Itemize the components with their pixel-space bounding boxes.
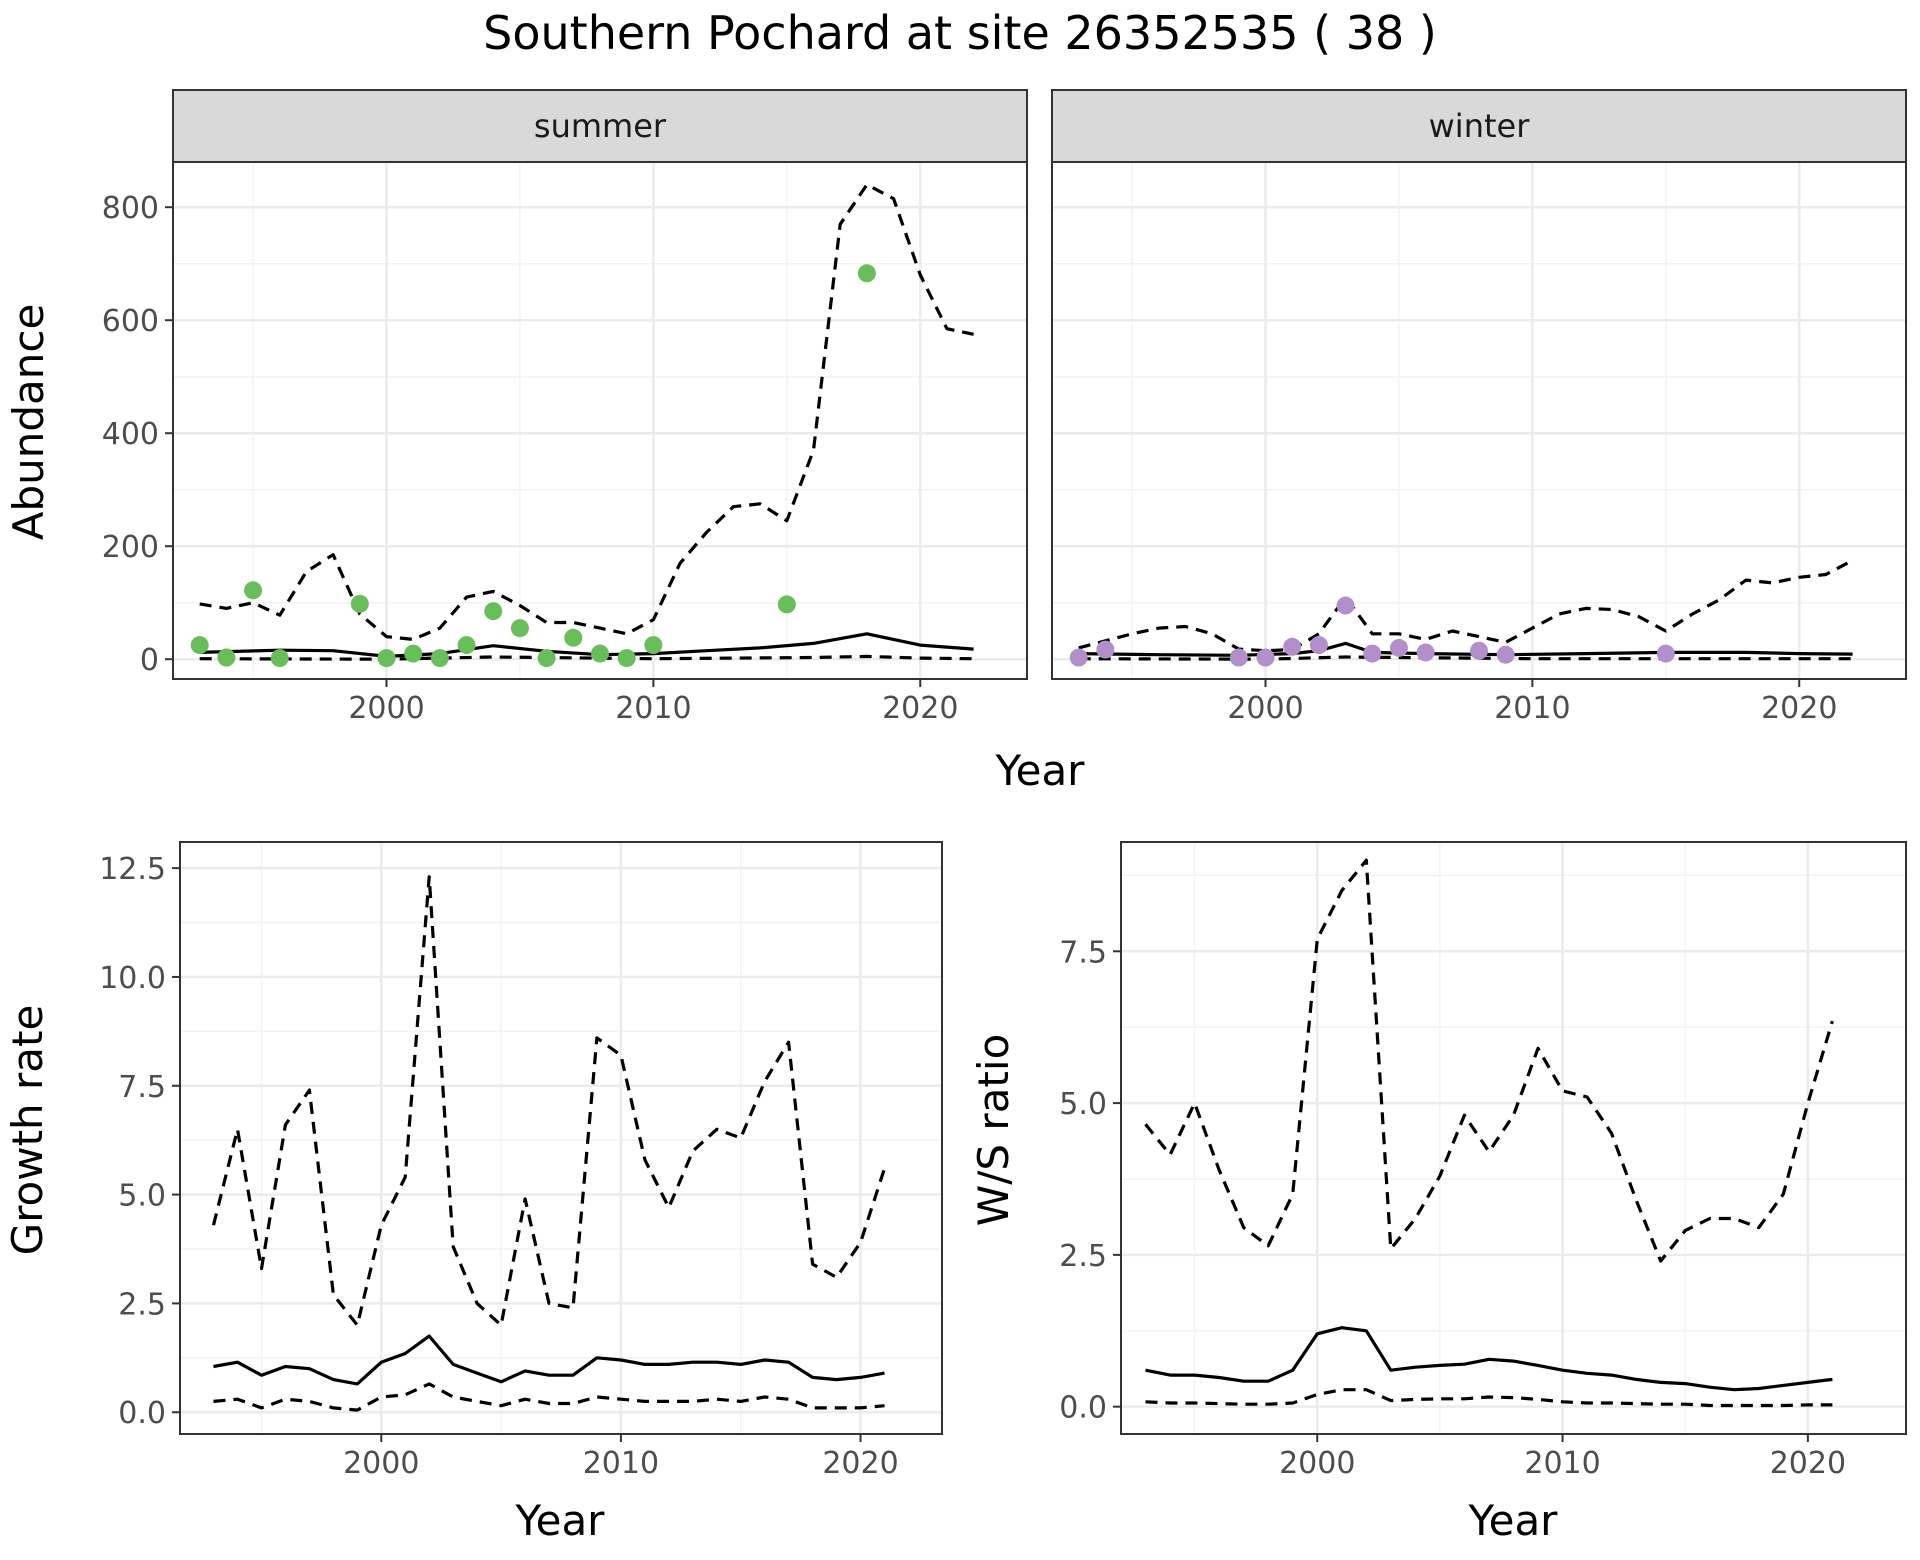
growth-plot-bg: [180, 842, 942, 1434]
winter-observed-point: [1336, 596, 1355, 615]
ws-estimate-line: [1145, 1326, 1833, 1392]
panel-winter: winter 2000 2010 2020: [1051, 89, 1907, 726]
ws-x-tick-label: 2020: [1770, 1446, 1846, 1481]
summer-observed-point: [564, 628, 583, 647]
winter-panel-border: [1051, 161, 1907, 680]
growth-y-tick-label: 10.0: [99, 961, 166, 996]
summer-observed-point: [537, 649, 556, 668]
summer-observed-point: [190, 636, 209, 655]
winter-observed-point: [1496, 645, 1515, 664]
growth-lower-line: [213, 1382, 885, 1412]
summer-observed-point: [377, 649, 396, 668]
ws-y-tick-label: 7.5: [1059, 935, 1107, 970]
summer-observed-point: [457, 636, 476, 655]
ws-plot-bg: [1121, 842, 1906, 1434]
summer-observed-point: [617, 649, 636, 668]
ws-y-tick-label: 5.0: [1059, 1087, 1107, 1122]
winter-observed-point: [1309, 636, 1328, 655]
winter-observed-point: [1389, 638, 1408, 657]
growth-y-tick-label: 5.0: [118, 1179, 166, 1214]
summer-x-tick-label: 2020: [882, 691, 958, 726]
ws-y-tick-label: 0.0: [1059, 1391, 1107, 1426]
summer-plot-bg: [173, 162, 1027, 679]
winter-upper-line: [1078, 558, 1854, 653]
summer-observed-point: [777, 595, 796, 614]
summer-observed-point: [510, 619, 529, 638]
summer-observed-point: [644, 636, 663, 655]
summer-observed-point: [404, 644, 423, 663]
winter-observed-point: [1363, 644, 1382, 663]
summer-observed-point: [857, 264, 876, 283]
summer-upper-line: [199, 183, 974, 641]
growth-x-tick-label: 2000: [343, 1446, 419, 1481]
winter-observed-point: [1256, 648, 1275, 667]
ws-panel-border: [1120, 841, 1907, 1435]
growth-estimate-line: [213, 1334, 885, 1386]
growth-y-tick-label: 7.5: [118, 1070, 166, 1105]
top-x-axis-title: Year: [995, 746, 1086, 795]
ws-lower-line: [1145, 1388, 1833, 1408]
summer-observed-point: [270, 649, 289, 668]
winter-plot-bg: [1052, 162, 1906, 679]
winter-observed-point: [1283, 637, 1302, 656]
ws-upper-line: [1144, 858, 1834, 1263]
summer-observed-point: [430, 649, 449, 668]
summer-x-tick-label: 2010: [615, 691, 691, 726]
growth-panel-border: [179, 841, 943, 1435]
winter-x-tick-label: 2000: [1227, 691, 1303, 726]
ws-x-axis-title: Year: [1468, 1496, 1559, 1545]
summer-lower-line: [199, 654, 974, 661]
summer-observed-point: [217, 648, 236, 667]
chart-title: Southern Pochard at site 26352535 ( 38 ): [483, 6, 1437, 60]
ws-y-axis-title: W/S ratio: [969, 1034, 1018, 1227]
growth-y-tick-label: 2.5: [118, 1287, 166, 1322]
winter-observed-point: [1656, 644, 1675, 663]
winter-observed-point: [1470, 641, 1488, 660]
ws-y-tick-label: 2.5: [1059, 1239, 1107, 1274]
panel-summer: summer 2000 2010 2020 0 200 400 600 800: [102, 89, 1028, 726]
abundance-axis-title: Abundance: [4, 304, 53, 541]
ws-x-tick-label: 2010: [1524, 1446, 1600, 1481]
growth-x-axis-title: Year: [515, 1496, 606, 1545]
growth-upper-line: [211, 875, 887, 1327]
winter-x-tick-label: 2010: [1494, 691, 1570, 726]
growth-x-tick-label: 2010: [583, 1446, 659, 1481]
winter-x-tick-label: 2020: [1761, 691, 1837, 726]
strip-summer-bg: [172, 89, 1028, 163]
growth-x-tick-label: 2020: [822, 1446, 898, 1481]
strip-summer-label: summer: [534, 107, 667, 145]
winter-observed-point: [1096, 640, 1115, 659]
summer-observed-point: [484, 602, 503, 621]
ws-x-tick-label: 2000: [1279, 1446, 1355, 1481]
summer-observed-point: [244, 581, 263, 600]
summer-y-tick-label: 600: [102, 304, 159, 339]
growth-y-tick-label: 12.5: [99, 852, 166, 887]
summer-y-tick-label: 200: [102, 530, 159, 565]
summer-y-tick-label: 800: [102, 191, 159, 226]
panel-growth-rate: 2000 2010 2020 0.0 2.5 5.0 7.5 10.0 12.5 Growth …: [3, 841, 943, 1545]
winter-observed-point: [1069, 648, 1088, 667]
summer-observed-point: [350, 594, 369, 613]
growth-y-tick-label: 0.0: [118, 1396, 166, 1431]
summer-observed-point: [591, 644, 609, 663]
winter-observed-point: [1229, 648, 1248, 667]
winter-observed-point: [1416, 643, 1435, 662]
summer-y-tick-label: 400: [102, 417, 159, 452]
summer-panel-border: [172, 161, 1028, 680]
summer-x-tick-label: 2000: [348, 691, 424, 726]
strip-winter-label: winter: [1429, 107, 1531, 145]
growth-y-axis-title: Growth rate: [3, 1005, 52, 1256]
summer-y-tick-label: 0: [140, 643, 159, 678]
panel-ws-ratio: 2000 2010 2020 0.0 2.5 5.0 7.5 W/S ratio Year: [969, 841, 1907, 1545]
